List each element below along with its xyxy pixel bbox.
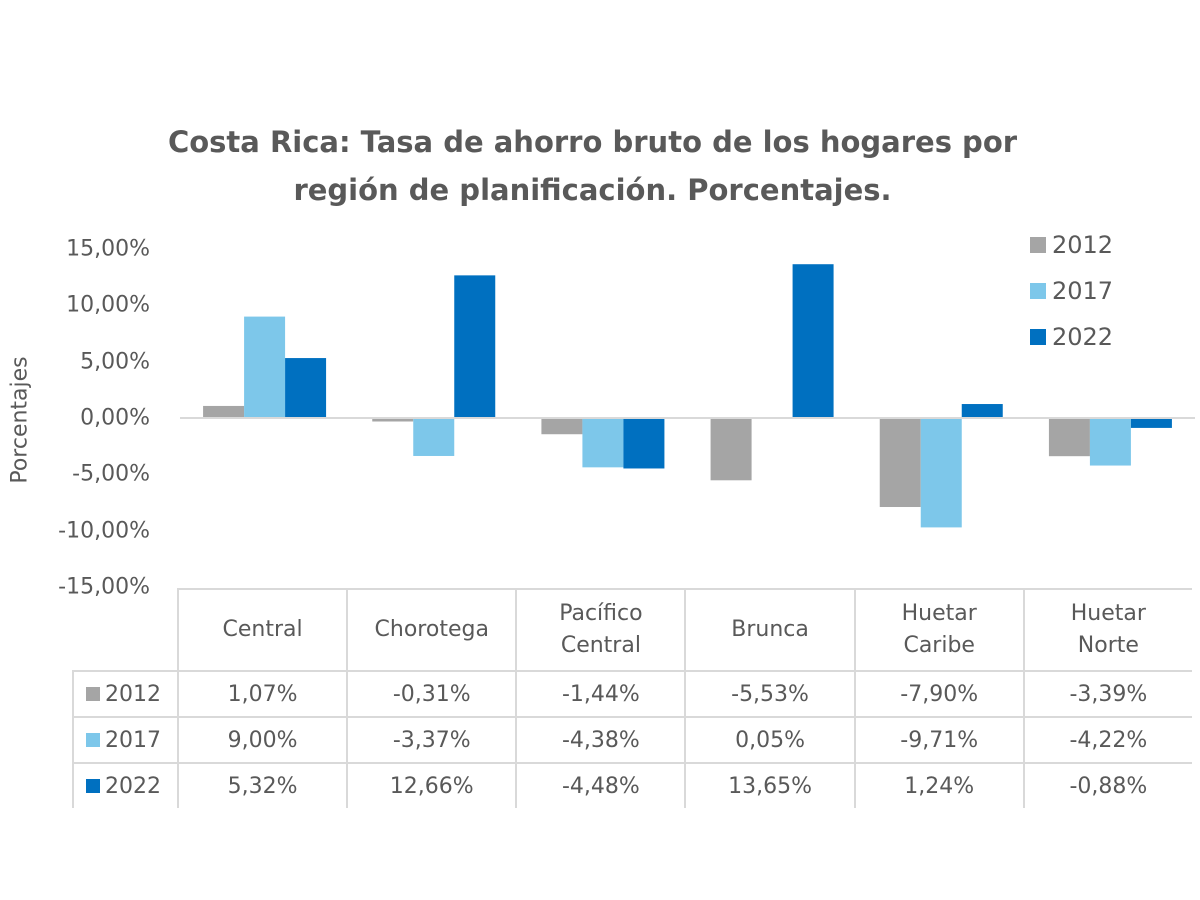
y-tick-label: -10,00% xyxy=(58,518,150,544)
category-label-line: Caribe xyxy=(903,633,975,658)
category-label-line: Huetar xyxy=(901,601,977,626)
table-cell-value: -4,22% xyxy=(1022,716,1192,764)
legend-swatch-icon xyxy=(1030,283,1046,299)
table-cell-value: 5,32% xyxy=(176,762,349,808)
y-tick-label: -5,00% xyxy=(72,461,150,487)
table-row: 2022 5,32% 12,66% -4,48% 13,65% 1,24% -0,88% xyxy=(72,762,1192,808)
table-cell-value: -4,48% xyxy=(515,762,687,808)
table-row-key: 2022 xyxy=(72,762,179,808)
category-label-line: Central xyxy=(222,617,303,642)
table-cell-value: -5,53% xyxy=(684,670,856,718)
table-cell-value: -3,37% xyxy=(346,716,518,764)
table-header-category: Chorotega xyxy=(346,588,518,672)
bar-2022-huetar-caribe xyxy=(961,404,1003,418)
table-cell-value: -1,44% xyxy=(515,670,687,718)
bar-2022-central xyxy=(285,358,327,418)
legend-label: 2022 xyxy=(1052,323,1114,351)
table-cell-value: -9,71% xyxy=(853,716,1025,764)
table-cell-value: 1,24% xyxy=(853,762,1025,808)
bar-2017-pacífico-central xyxy=(582,418,624,468)
category-label-line: Chorotega xyxy=(374,617,489,642)
table-cell-value: 9,00% xyxy=(176,716,349,764)
table-header-category: Huetar Caribe xyxy=(853,588,1025,672)
chart-title-line-1: Costa Rica: Tasa de ahorro bruto de los … xyxy=(167,125,1018,159)
table-cell-value: 13,65% xyxy=(684,762,856,808)
bar-2022-pacífico-central xyxy=(623,418,665,469)
series-name: 2022 xyxy=(105,773,161,799)
category-label-line: Brunca xyxy=(731,617,809,642)
legend-key-swatch-icon xyxy=(86,779,100,793)
table-header-category: Central xyxy=(176,588,349,672)
y-tick-label: 15,00% xyxy=(66,236,150,262)
bar-2022-brunca xyxy=(792,264,834,418)
table-row: 2017 9,00% -3,37% -4,38% 0,05% -9,71% -4,22% xyxy=(72,716,1192,764)
bar-2017-huetar-caribe xyxy=(920,418,962,528)
table-row: 2012 1,07% -0,31% -1,44% -5,53% -7,90% -3,39% xyxy=(72,670,1192,718)
bar-2017-chorotega xyxy=(413,418,455,456)
bar-2012-huetar-caribe xyxy=(879,418,921,508)
bar-2012-pacífico-central xyxy=(541,418,583,435)
category-label-line: Huetar xyxy=(1070,601,1146,626)
table-header-category: Brunca xyxy=(684,588,856,672)
bar-2017-central xyxy=(244,316,286,418)
legend-swatch-icon xyxy=(1030,237,1046,253)
bar-2022-huetar-norte xyxy=(1130,418,1172,428)
series-name: 2017 xyxy=(105,727,161,753)
category-label-line: Norte xyxy=(1077,633,1139,658)
table-corner xyxy=(73,589,179,672)
table-row-key: 2012 xyxy=(72,670,179,718)
bar-2012-chorotega xyxy=(372,418,414,422)
chart-title-line-2: región de planificación. Porcentajes. xyxy=(293,173,892,207)
bar-2012-huetar-norte xyxy=(1048,418,1090,457)
legend-key-swatch-icon xyxy=(86,733,100,747)
table-row-key: 2017 xyxy=(72,716,179,764)
bar-2017-huetar-norte xyxy=(1089,418,1131,466)
legend-label: 2012 xyxy=(1052,231,1114,259)
table-cell-value: -7,90% xyxy=(853,670,1025,718)
table-cell-value: 1,07% xyxy=(176,670,349,718)
legend-key-swatch-icon xyxy=(86,687,100,701)
bar-2022-chorotega xyxy=(454,275,496,418)
data-table: Central Chorotega Pacífico Central Brunca Hue… xyxy=(72,588,1192,808)
chart-title: Costa Rica: Tasa de ahorro bruto de los … xyxy=(0,118,1185,214)
table-cell-value: 0,05% xyxy=(684,716,856,764)
table-header-category: Pacífico Central xyxy=(515,588,687,672)
table-cell-value: 12,66% xyxy=(346,762,518,808)
category-label-line: Pacífico xyxy=(559,601,643,626)
legend-item-2017: 2017 xyxy=(1030,268,1113,314)
series-name: 2012 xyxy=(105,681,161,707)
category-label-line: Central xyxy=(560,633,641,658)
legend: 2012 2017 2022 xyxy=(1030,222,1113,360)
legend-swatch-icon xyxy=(1030,329,1046,345)
y-tick-label: 10,00% xyxy=(66,292,150,318)
table-cell-value: -0,88% xyxy=(1022,762,1192,808)
y-tick-label: 0,00% xyxy=(80,405,150,431)
table-cell-value: -0,31% xyxy=(346,670,518,718)
legend-item-2022: 2022 xyxy=(1030,314,1113,360)
y-tick-label: 5,00% xyxy=(80,349,150,375)
bar-2012-brunca xyxy=(710,418,752,481)
bar-2012-central xyxy=(203,405,245,418)
table-header-category: Huetar Norte xyxy=(1022,588,1192,672)
table-cell-value: -3,39% xyxy=(1022,670,1192,718)
legend-item-2012: 2012 xyxy=(1030,222,1113,268)
legend-label: 2017 xyxy=(1052,277,1114,305)
table-cell-value: -4,38% xyxy=(515,716,687,764)
